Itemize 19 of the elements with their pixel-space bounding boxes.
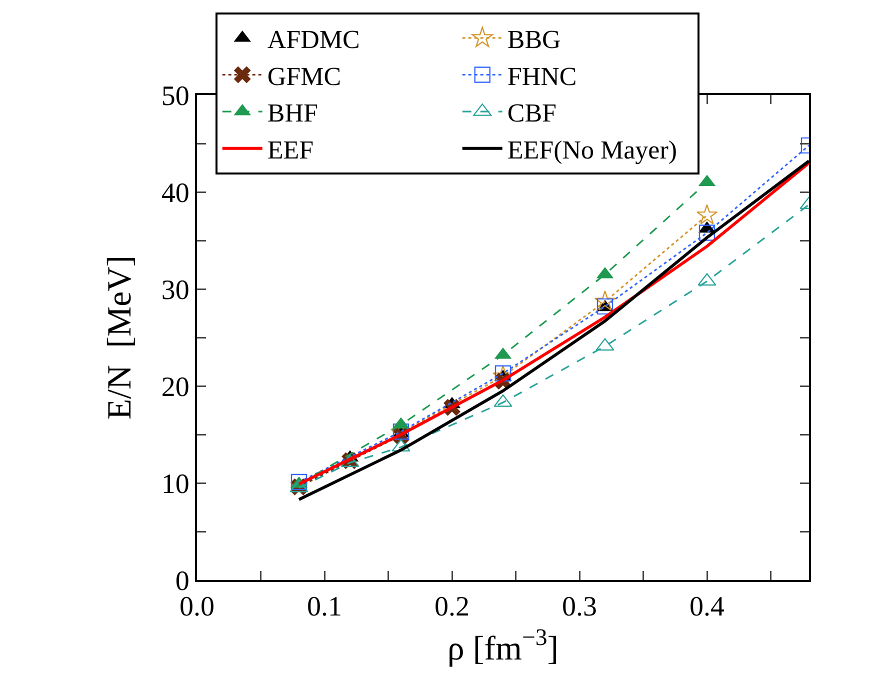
legend-label: EEF(No Mayer) bbox=[507, 135, 678, 164]
y-tick-label: 20 bbox=[161, 372, 190, 403]
x-tick-label: 0.3 bbox=[562, 592, 597, 623]
legend-label: GFMC bbox=[267, 62, 342, 91]
legend-label: BHF bbox=[267, 98, 318, 128]
x-axis-title: ρ [fm$^{−3}$] bbox=[447, 625, 559, 668]
legend-label: FHNC bbox=[507, 62, 577, 91]
y-tick-label: 10 bbox=[161, 468, 190, 500]
y-tick-label: 50 bbox=[161, 80, 190, 112]
y-axis-title: E/N [MeV] bbox=[102, 255, 138, 420]
y-tick-label: 40 bbox=[161, 178, 190, 209]
x-tick-label: 0.4 bbox=[690, 592, 724, 623]
legend-label: CBF bbox=[507, 98, 557, 128]
x-tick-label: 0.1 bbox=[307, 592, 342, 623]
legend-label: EEF bbox=[267, 135, 314, 164]
legend-label: AFDMC bbox=[267, 25, 360, 54]
x-tick-label: 0.2 bbox=[434, 592, 470, 623]
y-tick-label: 30 bbox=[161, 274, 190, 306]
legend-label: BBG bbox=[507, 25, 561, 54]
